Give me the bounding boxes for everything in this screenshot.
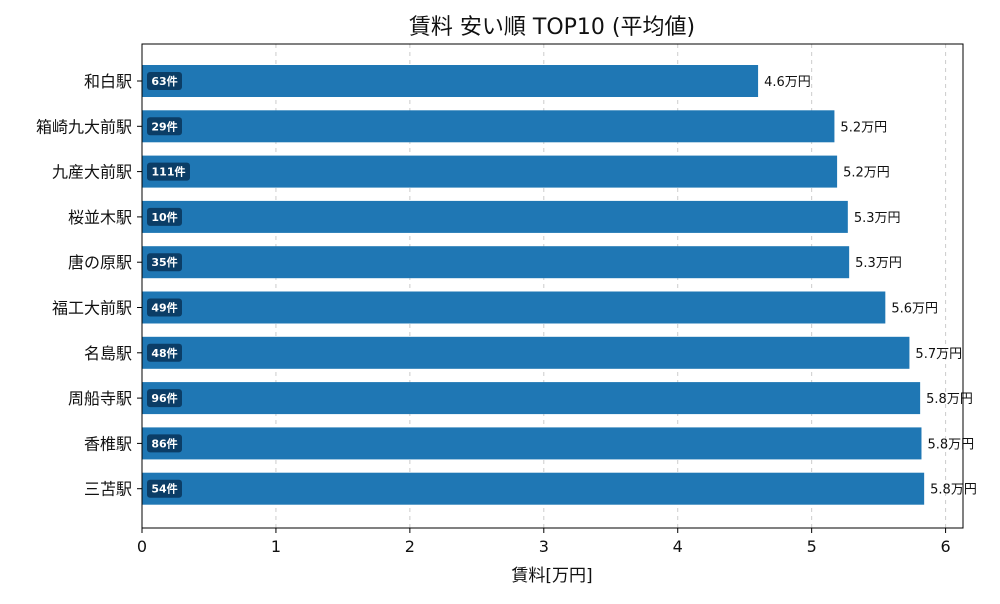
axis-layer: 0 1 2 3 4 5 6 和白駅箱崎九大前駅九産大前駅桜並木駅唐の原駅福工大前駅名島駅周船寺… [36,43,964,556]
count-badge [147,434,182,453]
count-badge [147,72,182,90]
count-badge-label: 111件 [152,165,186,179]
x-axis-title: 賃料[万円] [511,566,592,586]
bar [142,382,921,415]
bar [142,200,848,233]
chart-title: 賃料 安い順 TOP10 (平均値) [409,15,695,40]
x-tick-label: 6 [940,537,950,556]
y-tick-label: 唐の原駅 [68,253,132,272]
y-tick-label: 和白駅 [84,72,132,91]
plot-frame [141,43,964,529]
count-badge [147,479,182,498]
count-badge [147,117,182,136]
value-label: 5.3万円 [854,211,901,226]
x-tick-label: 0 [137,537,147,556]
count-badge [147,253,182,272]
value-label: 5.2万円 [840,120,887,135]
bar-layer: 4.6万円 63件 5.2万円 29件 5.2万円 111件 5.3万円 10件 5.3万円 35… [142,65,977,505]
count-badge-label: 48件 [151,346,177,360]
count-badge [147,298,182,317]
count-badge-label: 63件 [151,74,177,88]
value-label: 5.8万円 [927,437,974,452]
y-tick-label: 箱崎九大前駅 [36,117,132,136]
y-tick-label: 名島駅 [84,344,132,363]
x-tick-label: 5 [807,537,817,556]
bar [142,336,910,369]
count-badge [147,389,182,408]
value-label: 5.3万円 [855,256,902,271]
y-tick-label: 香椎駅 [84,434,132,453]
y-tick-label: 三苫駅 [84,480,132,499]
count-badge-label: 54件 [151,482,177,496]
bar [142,291,886,324]
bar [142,246,850,279]
count-badge [147,162,190,181]
count-badge-label: 96件 [151,391,177,405]
value-label: 5.7万円 [915,347,962,362]
y-tick-label: 桜並木駅 [68,208,132,227]
count-badge-label: 29件 [151,119,177,133]
count-badge-label: 35件 [151,255,177,269]
y-tick-label: 福工大前駅 [52,299,132,318]
value-label: 5.6万円 [891,302,938,317]
x-tick-label: 4 [673,537,683,556]
value-label: 4.6万円 [764,75,811,90]
bar [142,472,925,505]
bar [142,110,835,143]
value-label: 5.8万円 [930,483,977,498]
count-badge-label: 49件 [151,301,177,315]
x-tick-label: 1 [271,537,281,556]
value-label: 5.2万円 [843,166,890,181]
bar [142,427,922,460]
value-label: 5.8万円 [926,392,973,407]
count-badge-label: 86件 [151,436,177,450]
y-tick-label: 周船寺駅 [68,389,132,408]
count-badge [147,207,182,226]
count-badge [147,343,182,362]
bar [142,155,838,188]
x-tick-label: 3 [539,537,549,556]
count-badge-label: 10件 [151,210,177,224]
x-tick-label: 2 [405,537,415,556]
bar [142,65,759,97]
y-tick-label: 九産大前駅 [52,163,132,182]
